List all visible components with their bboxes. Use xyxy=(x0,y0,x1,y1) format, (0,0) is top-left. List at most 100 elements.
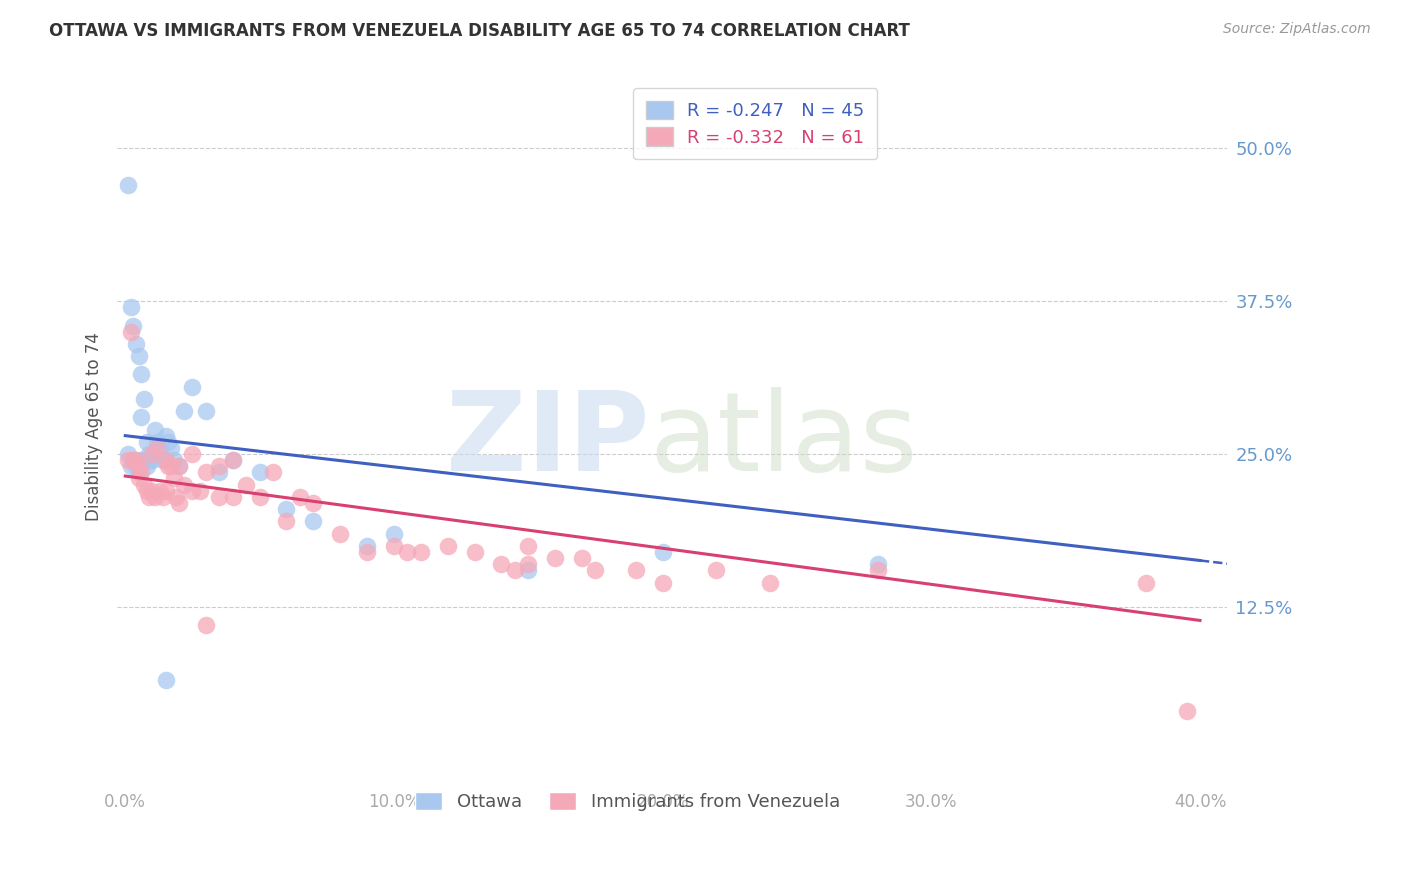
Point xyxy=(302,496,325,510)
Point xyxy=(120,325,142,339)
Point xyxy=(436,539,458,553)
Point xyxy=(131,453,153,467)
Point xyxy=(138,453,160,467)
Point xyxy=(122,318,145,333)
Point xyxy=(517,539,540,553)
Point xyxy=(1135,575,1157,590)
Point xyxy=(157,434,180,449)
Point xyxy=(122,453,145,467)
Point xyxy=(624,563,647,577)
Text: OTTAWA VS IMMIGRANTS FROM VENEZUELA DISABILITY AGE 65 TO 74 CORRELATION CHART: OTTAWA VS IMMIGRANTS FROM VENEZUELA DISA… xyxy=(49,22,910,40)
Point xyxy=(571,551,593,566)
Point xyxy=(131,410,153,425)
Text: atlas: atlas xyxy=(650,387,918,494)
Point xyxy=(1175,704,1198,718)
Text: Source: ZipAtlas.com: Source: ZipAtlas.com xyxy=(1223,22,1371,37)
Point xyxy=(132,453,155,467)
Point xyxy=(194,404,217,418)
Point xyxy=(155,428,177,442)
Point xyxy=(155,673,177,688)
Point xyxy=(517,557,540,571)
Point xyxy=(162,453,184,467)
Point xyxy=(131,466,153,480)
Point xyxy=(152,490,174,504)
Point xyxy=(759,575,782,590)
Point xyxy=(382,526,405,541)
Point xyxy=(125,337,148,351)
Point xyxy=(165,490,187,504)
Point xyxy=(866,563,889,577)
Point xyxy=(141,447,163,461)
Point xyxy=(135,434,157,449)
Legend: Ottawa, Immigrants from Venezuela: Ottawa, Immigrants from Venezuela xyxy=(401,777,855,825)
Point xyxy=(141,453,163,467)
Point xyxy=(155,483,177,498)
Point xyxy=(181,447,204,461)
Point xyxy=(491,557,513,571)
Point xyxy=(396,545,419,559)
Point xyxy=(155,453,177,467)
Point xyxy=(117,453,139,467)
Point xyxy=(249,466,271,480)
Point xyxy=(181,380,204,394)
Point xyxy=(706,563,728,577)
Point xyxy=(409,545,432,559)
Point xyxy=(117,178,139,192)
Point xyxy=(125,459,148,474)
Point xyxy=(149,441,172,455)
Point xyxy=(160,441,183,455)
Point xyxy=(464,545,486,559)
Point xyxy=(181,483,204,498)
Point xyxy=(152,453,174,467)
Point xyxy=(288,490,311,504)
Point xyxy=(135,459,157,474)
Point xyxy=(149,483,172,498)
Text: ZIP: ZIP xyxy=(447,387,650,494)
Point xyxy=(382,539,405,553)
Point xyxy=(157,459,180,474)
Point xyxy=(155,453,177,467)
Point xyxy=(125,453,148,467)
Point xyxy=(128,471,150,485)
Point xyxy=(120,300,142,314)
Point xyxy=(135,483,157,498)
Point xyxy=(222,453,245,467)
Point xyxy=(222,490,245,504)
Point xyxy=(262,466,284,480)
Point xyxy=(276,502,298,516)
Point xyxy=(194,618,217,632)
Point xyxy=(503,563,526,577)
Point xyxy=(173,404,195,418)
Point xyxy=(128,349,150,363)
Point xyxy=(356,539,378,553)
Point xyxy=(143,490,166,504)
Point xyxy=(222,453,245,467)
Point xyxy=(143,423,166,437)
Point xyxy=(173,477,195,491)
Point xyxy=(138,490,160,504)
Point xyxy=(208,490,231,504)
Point xyxy=(651,545,673,559)
Point xyxy=(132,392,155,406)
Point xyxy=(276,514,298,528)
Point xyxy=(651,575,673,590)
Point xyxy=(128,459,150,474)
Point xyxy=(141,447,163,461)
Point xyxy=(122,453,145,467)
Point xyxy=(544,551,567,566)
Point xyxy=(167,459,190,474)
Point xyxy=(120,459,142,474)
Point xyxy=(249,490,271,504)
Point xyxy=(194,466,217,480)
Point xyxy=(146,441,169,455)
Point xyxy=(162,471,184,485)
Point xyxy=(190,483,212,498)
Point xyxy=(329,526,352,541)
Point xyxy=(167,459,190,474)
Point xyxy=(208,466,231,480)
Point xyxy=(160,459,183,474)
Point xyxy=(585,563,607,577)
Point xyxy=(146,434,169,449)
Point xyxy=(167,496,190,510)
Point xyxy=(235,477,257,491)
